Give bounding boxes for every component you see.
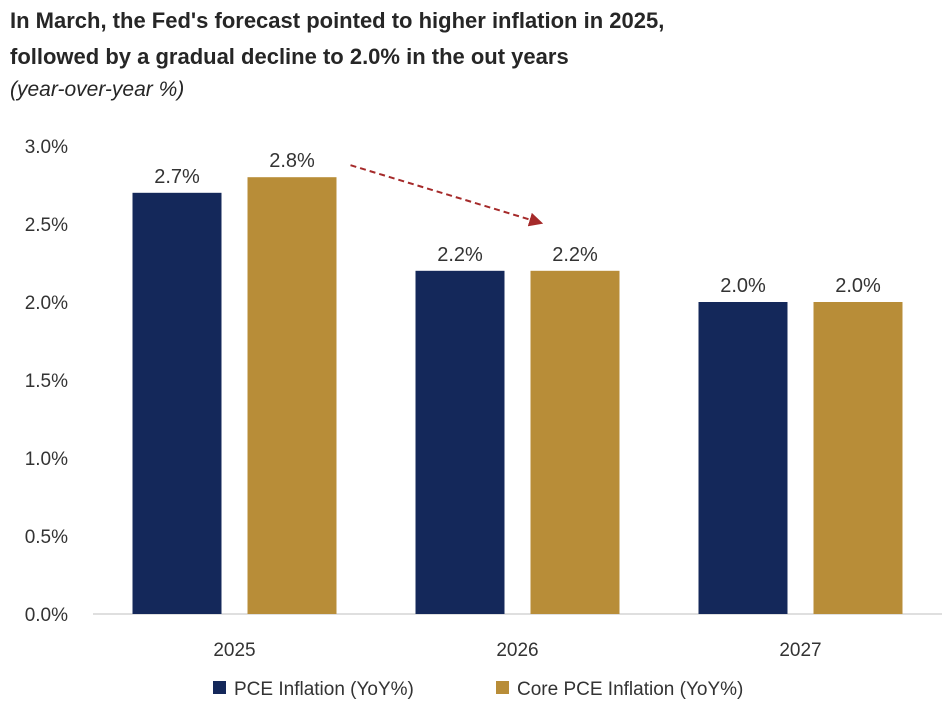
y-tick-label: 3.0% (25, 137, 68, 158)
chart-title-line-2: followed by a gradual decline to 2.0% in… (10, 44, 569, 69)
bar-pce-2027 (698, 302, 788, 614)
y-tick-label: 1.5% (25, 371, 68, 392)
data-label: 2.2% (552, 244, 598, 266)
legend-label: Core PCE Inflation (YoY%) (517, 679, 743, 700)
y-tick-label: 2.0% (25, 293, 68, 314)
bar-pce-2025 (132, 192, 222, 615)
data-label: 2.7% (154, 166, 200, 188)
chart-subtitle: (year-over-year %) (10, 78, 185, 101)
legend-swatch (496, 681, 509, 694)
chart-title-line-1: In March, the Fed's forecast pointed to … (10, 8, 665, 33)
y-tick-label: 0.0% (25, 605, 68, 626)
x-tick-label: 2027 (779, 640, 821, 661)
bars-group: 2.7% 2.8% 2.2% 2.2% 2.0% 2.0% (132, 150, 903, 615)
data-label: 2.0% (835, 275, 881, 297)
bar-core-pce-2027 (813, 302, 903, 614)
data-label: 2.2% (437, 244, 483, 266)
x-axis: 2025 2026 2027 (213, 640, 821, 661)
x-tick-label: 2026 (496, 640, 538, 661)
y-tick-label: 1.0% (25, 449, 68, 470)
chart-title: In March, the Fed's forecast pointed to … (10, 3, 940, 75)
legend-label: PCE Inflation (YoY%) (234, 679, 414, 700)
data-label: 2.0% (720, 275, 766, 297)
x-tick-label: 2025 (213, 640, 255, 661)
y-tick-label: 0.5% (25, 527, 68, 548)
y-tick-label: 2.5% (25, 215, 68, 236)
trend-arrow (350, 164, 544, 227)
legend: PCE Inflation (YoY%) Core PCE Inflation (… (213, 679, 743, 700)
bar-core-pce-2025 (247, 177, 337, 614)
legend-swatch (213, 681, 226, 694)
y-axis: 0.0% 0.5% 1.0% 1.5% 2.0% 2.5% 3.0% (25, 137, 68, 626)
bar-pce-2026 (415, 270, 505, 614)
bar-core-pce-2026 (530, 270, 620, 614)
data-label: 2.8% (269, 150, 315, 172)
